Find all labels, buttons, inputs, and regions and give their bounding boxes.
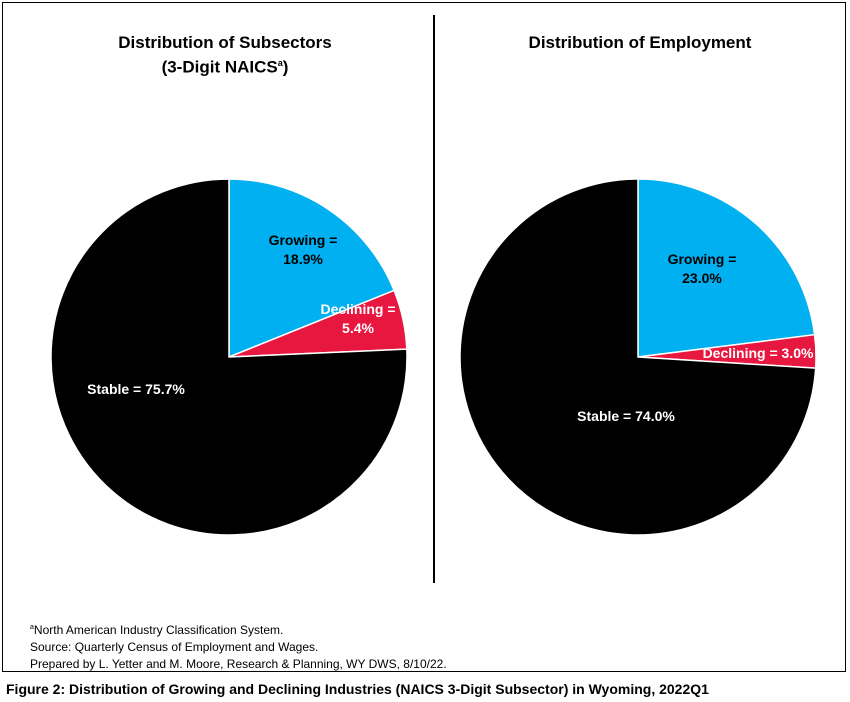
footnote-text: North American Industry Classification S… bbox=[33, 623, 284, 637]
slice-label-declining: Declining = 5.4% bbox=[320, 301, 395, 336]
subtitle-end: ) bbox=[282, 57, 289, 77]
prepared-note: Prepared by L. Yetter and M. Moore, Rese… bbox=[30, 657, 447, 671]
chart-title: Distribution of Employment bbox=[528, 33, 752, 52]
figure-frame bbox=[2, 2, 846, 672]
pie-slice-stable bbox=[459, 178, 817, 536]
chart-subtitle: (3-Digit NAICSa) bbox=[90, 53, 360, 78]
chart-title: Distribution of Subsectors bbox=[118, 33, 332, 52]
footnote-naics: aNorth American Industry Classification … bbox=[30, 619, 447, 639]
footnotes: aNorth American Industry Classification … bbox=[30, 619, 447, 673]
figure-caption: Figure 2: Distribution of Growing and De… bbox=[6, 681, 709, 697]
pie-slice-growing bbox=[228, 178, 396, 359]
panel-divider bbox=[433, 15, 435, 583]
slice-label-stable: Stable = 74.0% bbox=[577, 408, 675, 424]
footnote-superscript: a bbox=[30, 624, 34, 631]
slice-label-growing: Growing = 23.0% bbox=[668, 251, 737, 286]
subtitle-text: (3-Digit NAICS bbox=[161, 57, 278, 77]
pie-employment: Growing = 23.0% Declining = 3.0% Stable = 7… bbox=[459, 178, 817, 536]
pie-slice-growing bbox=[637, 178, 816, 358]
subtitle-superscript: a bbox=[277, 58, 283, 68]
slice-label-declining: Declining = 3.0% bbox=[703, 345, 814, 361]
source-note: Source: Quarterly Census of Employment a… bbox=[30, 640, 319, 654]
pie-slice-stable bbox=[50, 178, 408, 536]
pie-subsectors: Growing = 18.9% Declining = 5.4% Stable = 75… bbox=[50, 178, 408, 536]
slice-label-stable: Stable = 75.7% bbox=[87, 381, 185, 397]
slice-label-growing: Growing = 18.9% bbox=[269, 232, 338, 267]
chart-title-employment: Distribution of Employment bbox=[490, 32, 790, 53]
chart-title-subsectors: Distribution of Subsectors (3-Digit NAIC… bbox=[90, 32, 360, 78]
